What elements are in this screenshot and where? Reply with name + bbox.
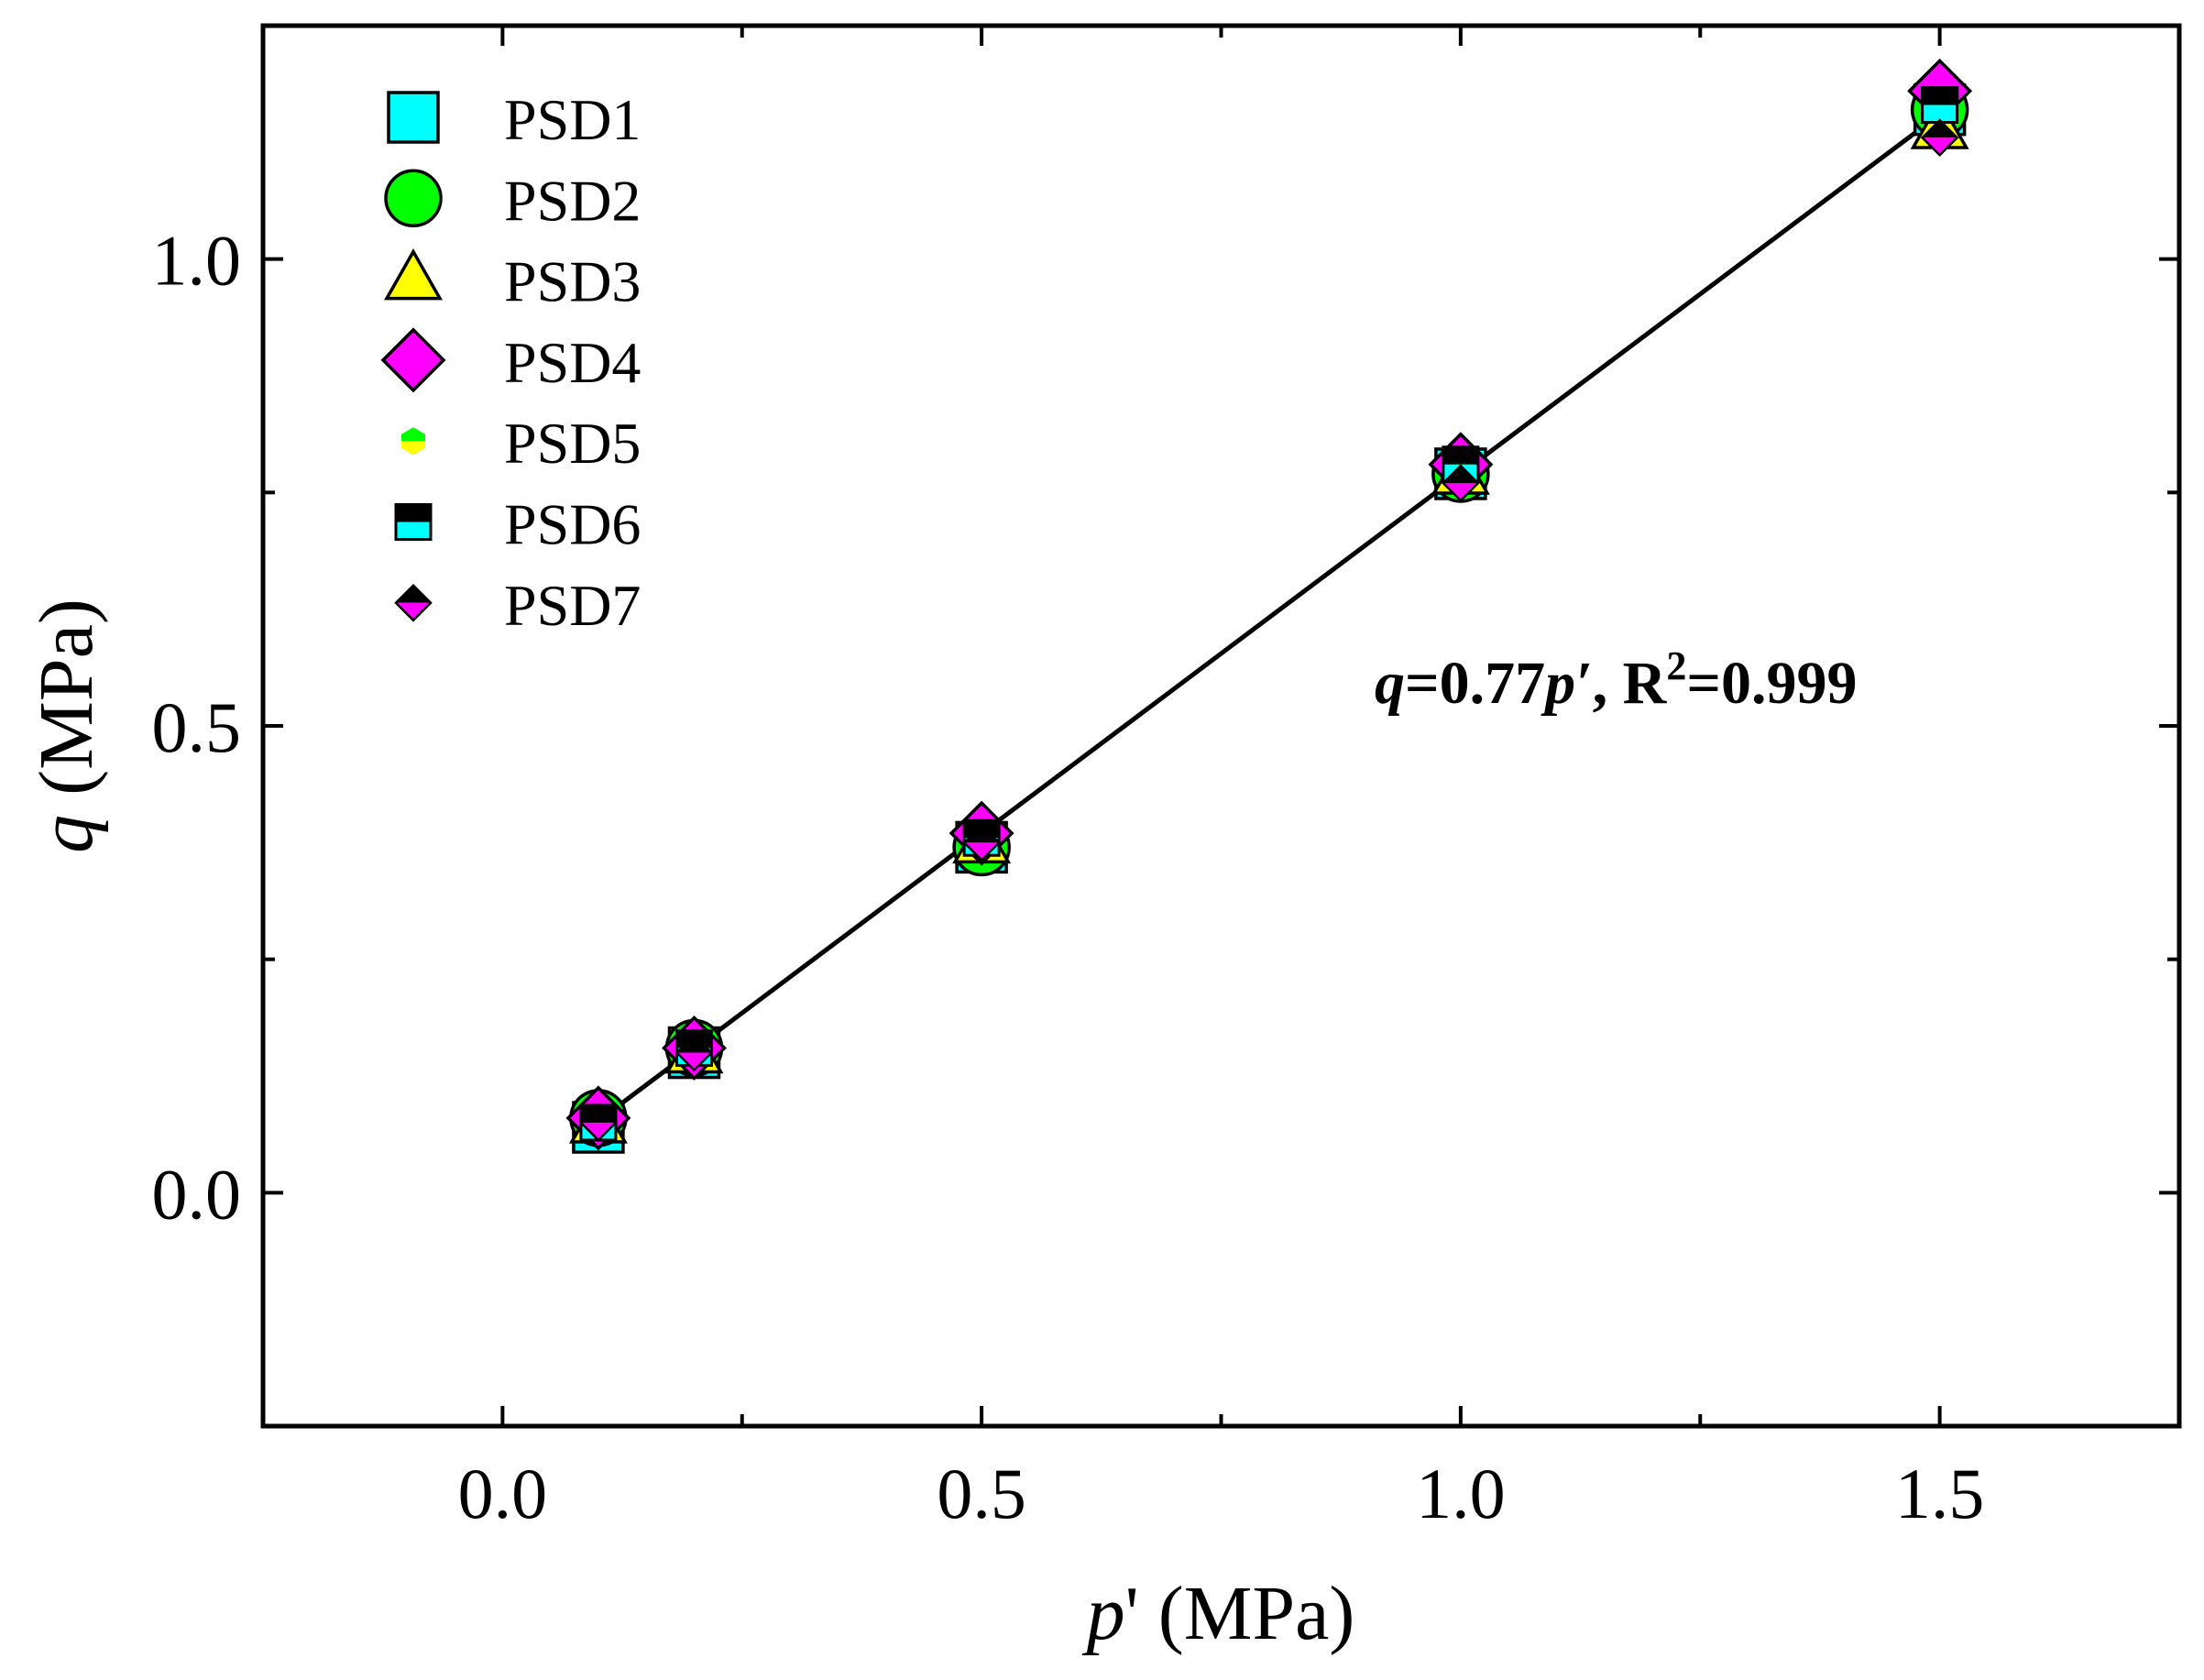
y-axis-title: q (MPa) xyxy=(24,598,109,853)
legend-label: PSD5 xyxy=(504,411,641,476)
legend-marker xyxy=(401,427,425,456)
legend-marker xyxy=(383,248,444,301)
data-points xyxy=(565,58,1973,1154)
legend: PSD1 PSD2 PSD3 PSD4 PSD5 PSD6 PSD7 xyxy=(380,87,641,638)
legend-label: PSD7 xyxy=(504,573,641,638)
legend-label: PSD1 xyxy=(504,87,641,152)
data-point xyxy=(1442,464,1480,502)
series-psd7 xyxy=(579,118,1959,1142)
y-tick-label: 0.0 xyxy=(152,1154,242,1234)
data-point xyxy=(579,1104,618,1142)
data-point xyxy=(962,823,1001,862)
data-point xyxy=(1921,86,1959,125)
x-tick-label: 0.0 xyxy=(458,1454,548,1533)
x-axis-title: p' (MPa) xyxy=(1082,1571,1355,1656)
legend-marker xyxy=(387,91,440,144)
x-tick-label: 0.5 xyxy=(937,1454,1026,1533)
plot-frame xyxy=(260,23,2182,1429)
tick-labels: 0.0 0.5 1.0 1.5 0.0 0.5 1.0 xyxy=(152,221,1985,1533)
fit-annotation: q=0.77p′, R2=0.999 xyxy=(1375,643,1857,717)
legend-label: PSD3 xyxy=(504,249,641,314)
legend-marker xyxy=(394,584,433,622)
legend-label: PSD2 xyxy=(504,168,641,233)
axis-ticks xyxy=(263,26,2179,1426)
legend-marker xyxy=(384,169,443,228)
x-tick-label: 1.5 xyxy=(1895,1454,1985,1533)
x-tick-label: 1.0 xyxy=(1416,1454,1506,1533)
data-point xyxy=(1920,118,1959,158)
legend-marker xyxy=(394,503,433,541)
data-point xyxy=(674,1033,714,1072)
legend-label: PSD6 xyxy=(504,492,641,557)
legend-marker xyxy=(380,327,446,393)
y-tick-label: 0.5 xyxy=(152,687,242,767)
fit-line xyxy=(597,112,1942,1123)
legend-label: PSD4 xyxy=(504,330,641,395)
series-psd6 xyxy=(579,86,1959,1142)
y-tick-label: 1.0 xyxy=(152,221,242,301)
